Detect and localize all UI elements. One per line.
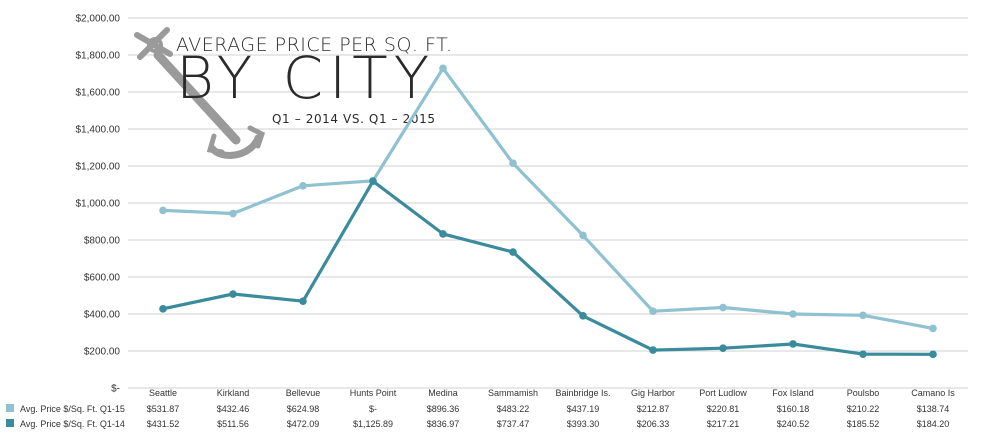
data-point (509, 248, 517, 256)
data-point (159, 305, 167, 313)
data-point (299, 297, 307, 306)
y-tick-label: $1,800.00 (76, 51, 121, 62)
table-cell: $1,125.89 (353, 419, 393, 429)
data-point (439, 64, 447, 73)
data-point (509, 159, 517, 168)
table-cell: $483.22 (497, 404, 530, 414)
gridlines (128, 17, 968, 389)
data-point (789, 310, 797, 318)
data-point (579, 312, 587, 320)
x-category-label: Gig Harbor (631, 388, 675, 398)
chart-subtitle: Q1 – 2014 VS. Q1 – 2015 (272, 112, 436, 126)
table-cell: $240.52 (777, 419, 810, 429)
data-point (229, 290, 237, 298)
chart-title-large: BY CITY (176, 44, 435, 112)
table-cell: $217.21 (707, 419, 740, 429)
table-cell: $206.33 (637, 419, 670, 429)
y-tick-label: $1,600.00 (76, 88, 121, 99)
data-point (719, 303, 727, 312)
data-table: Avg. Price $/Sq. Ft. Q1-15 $531.87 $432.46… (6, 404, 949, 429)
y-tick-label: $1,200.00 (76, 162, 121, 173)
table-cell: $531.87 (147, 404, 180, 414)
table-cell: $138.74 (917, 404, 950, 414)
y-tick-label: $800.00 (84, 236, 121, 247)
x-category-label: Kirkland (217, 388, 250, 398)
table-cell: $472.09 (287, 419, 320, 429)
x-axis-categories: Seattle Kirkland Bellevue Hunts Point Medina… (149, 388, 955, 398)
table-cell: $- (369, 404, 377, 414)
data-point (579, 231, 587, 240)
data-point (859, 311, 867, 320)
table-cell: $393.30 (567, 419, 600, 429)
legend-swatch (6, 404, 14, 412)
y-tick-label: $1,400.00 (76, 125, 121, 136)
y-tick-label: $400.00 (84, 310, 121, 321)
data-point (649, 346, 657, 354)
table-cell: $896.36 (427, 404, 460, 414)
data-point (929, 324, 937, 333)
y-tick-label: $2,000.00 (76, 14, 121, 25)
y-tick-label: $1,000.00 (76, 199, 121, 210)
x-category-label: Bainbridge Is. (555, 388, 610, 398)
legend-swatch (6, 419, 14, 427)
table-cell: $212.87 (637, 404, 670, 414)
legend-label: Avg. Price $/Sq. Ft. Q1-15 (20, 404, 125, 414)
data-point (719, 344, 727, 353)
y-axis-ticks: $- $200.00 $400.00 $600.00 $800.00 $1,000.00 $… (76, 14, 121, 395)
table-cell: $160.18 (777, 404, 810, 414)
x-category-label: Camano Is (911, 388, 955, 398)
table-cell: $432.46 (217, 404, 250, 414)
x-category-label: Bellevue (286, 388, 321, 398)
data-point (369, 177, 377, 185)
table-cell: $210.22 (847, 404, 880, 414)
x-category-label: Medina (428, 388, 458, 398)
x-category-label: Sammamish (488, 388, 538, 398)
table-cell: $624.98 (287, 404, 320, 414)
y-tick-label: $- (111, 384, 120, 395)
y-tick-label: $600.00 (84, 273, 121, 284)
table-cell: $185.52 (847, 419, 880, 429)
x-category-label: Fox Island (772, 388, 814, 398)
table-cell: $836.97 (427, 419, 460, 429)
x-category-label: Poulsbo (847, 388, 880, 398)
data-point (649, 307, 657, 316)
chart-title: AVERAGE PRICE PER SQ. FT. (176, 34, 453, 56)
series-line-2 (161, 179, 935, 356)
data-point (439, 230, 447, 238)
series-line-1 (161, 66, 935, 330)
table-cell: $184.20 (917, 419, 950, 429)
y-tick-label: $200.00 (84, 347, 121, 358)
table-cell: $437.19 (567, 404, 600, 414)
data-point (299, 181, 307, 190)
table-cell: $220.81 (707, 404, 740, 414)
data-point (229, 209, 237, 218)
data-point (929, 350, 937, 359)
table-cell: $511.56 (217, 419, 249, 429)
x-category-label: Hunts Point (350, 388, 397, 398)
anchor-icon (134, 27, 266, 159)
table-cell: $431.52 (147, 419, 180, 429)
series-lines (159, 64, 937, 359)
legend-label: Avg. Price $/Sq. Ft. Q1-14 (20, 419, 125, 429)
x-category-label: Port Ludlow (699, 388, 747, 398)
table-cell: $737.47 (497, 419, 530, 429)
data-point (789, 340, 797, 348)
x-category-label: Seattle (149, 388, 177, 398)
data-point (159, 206, 167, 215)
data-point (859, 350, 867, 358)
